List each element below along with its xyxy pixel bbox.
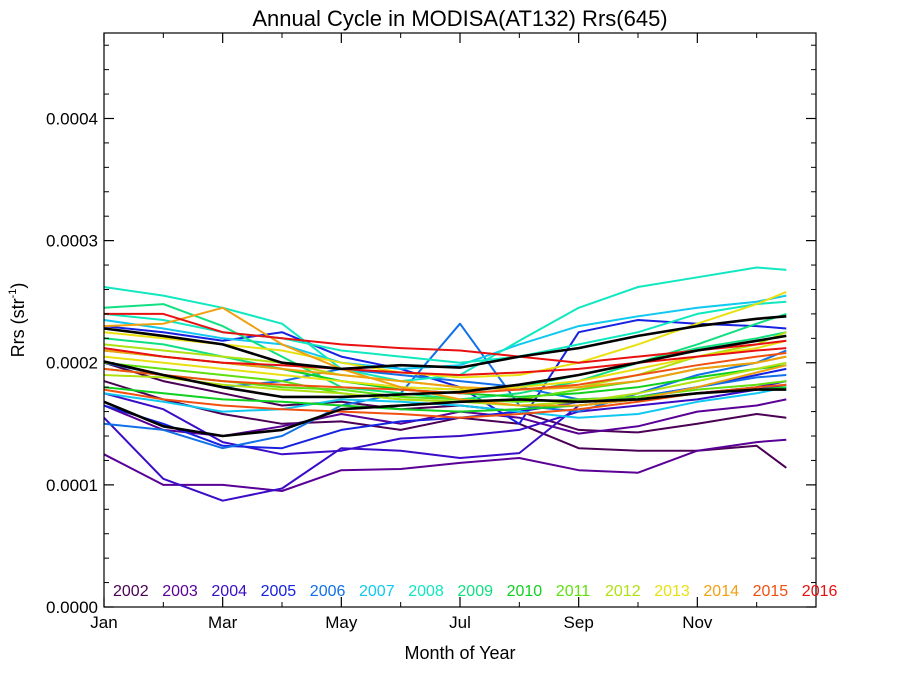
legend-entry-2005: 2005	[261, 583, 297, 600]
y-tick-label: 0.0004	[46, 109, 98, 128]
legend: 2002 2003 2004 2005 2006 2007 2008 2009 2010 2011…	[113, 583, 837, 600]
legend-entry-2016: 2016	[802, 583, 838, 600]
x-tick-label-nov: Nov	[682, 613, 713, 632]
y-tick-label: 0.0003	[46, 232, 98, 251]
legend-entry-2006: 2006	[310, 583, 346, 600]
legend-entry-2009: 2009	[457, 583, 493, 600]
series-line-2004-2	[103, 383, 787, 456]
legend-entry-2012: 2012	[605, 583, 641, 600]
series-line-2006-1	[103, 322, 787, 450]
legend-entry-2014: 2014	[703, 583, 739, 600]
y-tick-label: 0.0002	[46, 354, 98, 373]
reference-line-3	[103, 388, 787, 438]
legend-entry-2008: 2008	[408, 583, 444, 600]
reference-line-1	[103, 315, 787, 371]
legend-entry-2007: 2007	[359, 583, 395, 600]
y-tick-label: 0.0001	[46, 476, 98, 495]
legend-entry-2013: 2013	[654, 583, 690, 600]
y-tick-label: 0.0000	[46, 598, 98, 617]
reference-lines	[103, 315, 787, 438]
series-line-2007-2	[103, 386, 787, 419]
x-tick-label-sep: Sep	[564, 613, 594, 632]
legend-entry-2004: 2004	[211, 583, 247, 600]
series-line-2016-2	[103, 347, 787, 376]
legend-entry-2003: 2003	[162, 583, 198, 600]
chart-title: Annual Cycle in MODISA(AT132) Rrs(645)	[252, 6, 667, 31]
y-axis-label-sup: -1	[7, 289, 19, 299]
series-line-2007-1	[103, 294, 787, 370]
legend-entry-2015: 2015	[753, 583, 789, 600]
series-line-2014-1	[103, 306, 787, 407]
axis-ticks: Jan Mar May Jul Sep Nov 0.0000 0.0001 0.0002 0.00…	[46, 33, 816, 632]
y-axis-label-end: )	[8, 283, 28, 289]
x-tick-label-may: May	[325, 613, 358, 632]
x-tick-label-jan: Jan	[90, 613, 117, 632]
y-axis-label-main: Rrs (str	[8, 298, 28, 357]
legend-entry-2002: 2002	[113, 583, 149, 600]
reference-line-2	[103, 334, 787, 399]
y-axis-label: Rrs (str-1)	[7, 283, 28, 358]
legend-entry-2010: 2010	[507, 583, 543, 600]
x-tick-label-jul: Jul	[449, 613, 471, 632]
legend-entry-2011: 2011	[556, 583, 591, 600]
series-line-2003-1	[103, 438, 787, 492]
x-tick-label-mar: Mar	[208, 613, 238, 632]
series-line-2008-1	[103, 266, 787, 383]
x-axis-label: Month of Year	[404, 643, 515, 663]
